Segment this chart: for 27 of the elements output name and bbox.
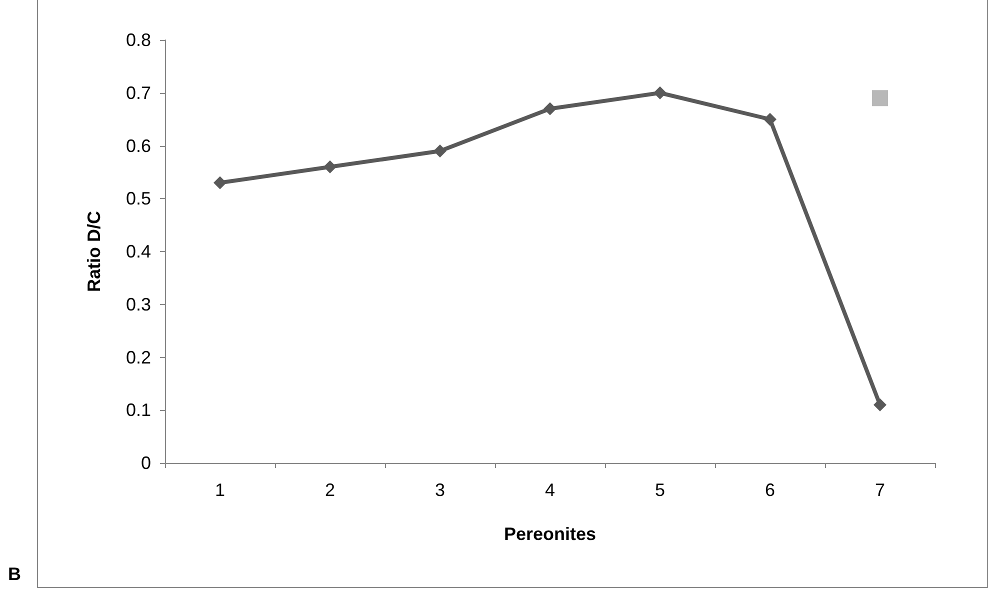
y-tick-label: 0.4 xyxy=(126,242,151,262)
x-tick-label: 2 xyxy=(324,480,336,500)
point xyxy=(324,160,336,174)
y-tick-label: 0.2 xyxy=(126,347,151,368)
x-tick-label: 3 xyxy=(434,480,446,500)
point xyxy=(872,90,888,106)
y-tick-label: 0.8 xyxy=(126,30,151,50)
x-tick-label: 5 xyxy=(654,480,666,500)
x-tick-label: 6 xyxy=(764,480,776,500)
point xyxy=(544,102,556,116)
x-tick-label: 4 xyxy=(544,480,556,500)
text: B xyxy=(8,564,21,584)
point xyxy=(434,144,446,158)
y-tick-label: 0.7 xyxy=(126,82,151,103)
y-axis-title: Ratio D/C xyxy=(84,211,104,292)
point xyxy=(764,112,776,126)
x-tick-label: 1 xyxy=(214,480,226,500)
y-tick-label: 0.3 xyxy=(126,294,151,314)
point xyxy=(654,86,666,100)
y-tick-label: 0 xyxy=(140,453,151,473)
point xyxy=(214,176,226,190)
y-tick-label: 0.6 xyxy=(126,136,151,156)
x-tick-label: 7 xyxy=(874,480,886,500)
point xyxy=(874,398,886,412)
x-axis-title: Pereonites xyxy=(504,524,596,544)
y-tick-label: 0.5 xyxy=(126,188,151,209)
y-tick-label: 0.1 xyxy=(126,400,151,420)
